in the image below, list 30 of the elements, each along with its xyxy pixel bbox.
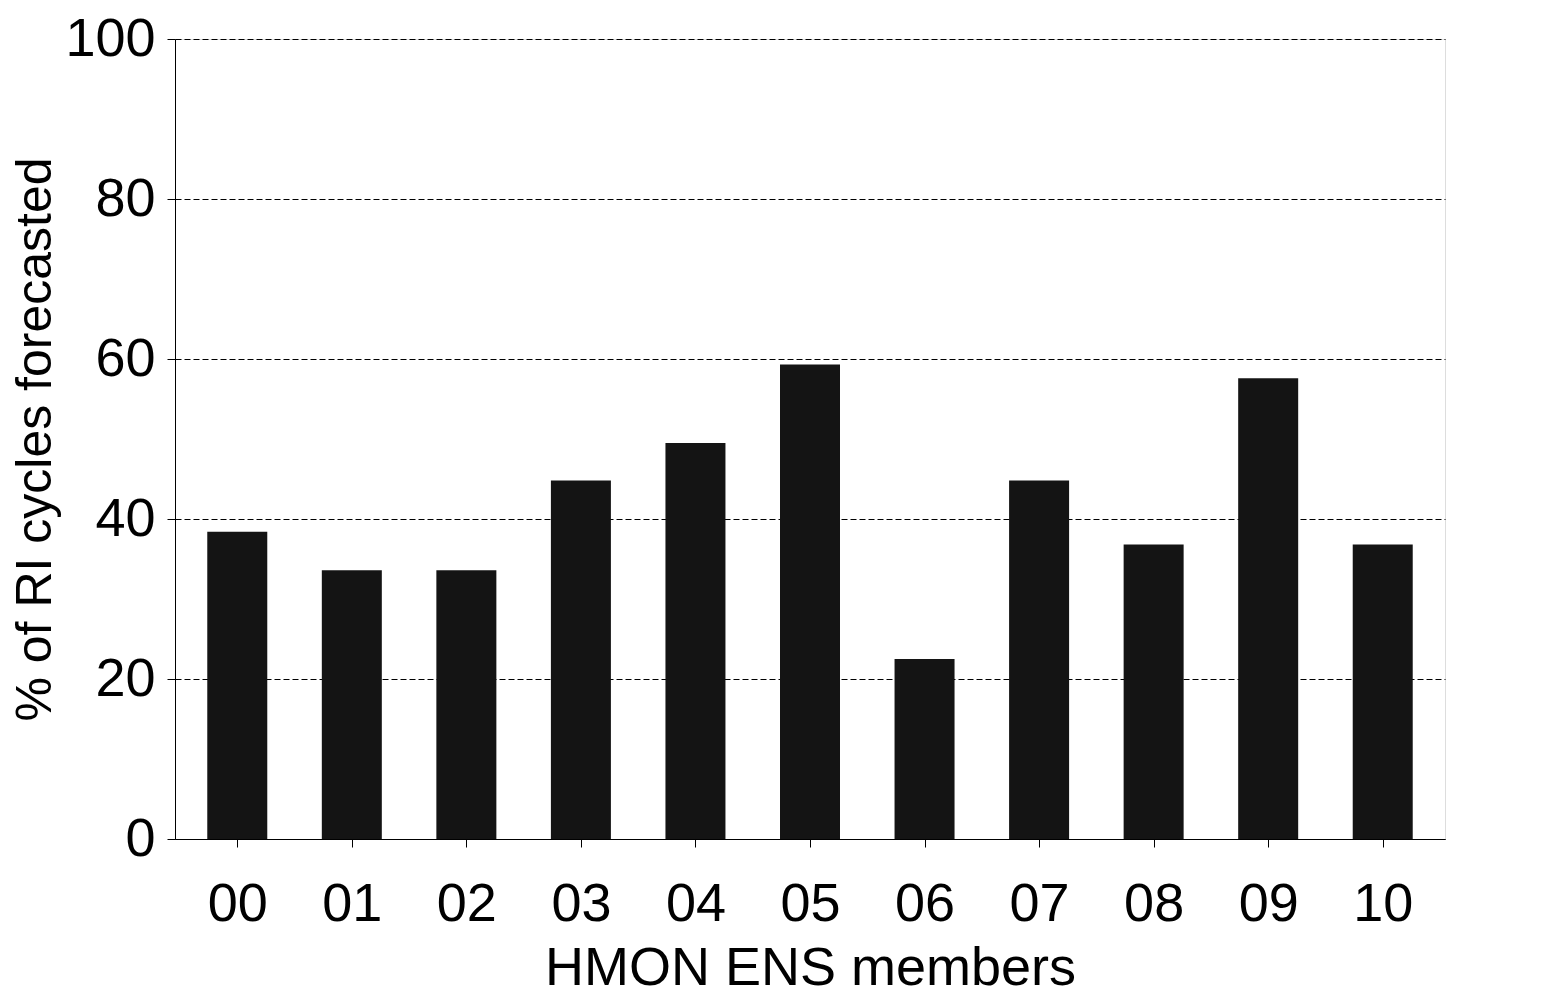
bar	[1238, 378, 1299, 839]
x-tick-label: 07	[1009, 871, 1070, 932]
x-tick-label: 01	[322, 871, 383, 932]
bar	[207, 531, 268, 839]
bar	[1009, 480, 1070, 839]
x-tick-label: 02	[436, 871, 497, 932]
bar	[894, 659, 955, 839]
bar	[321, 570, 382, 839]
y-tick-label: 80	[95, 166, 156, 227]
y-axis-title: % of RI cycles forecasted	[6, 157, 63, 722]
bar	[665, 443, 726, 839]
bar	[1352, 544, 1413, 839]
bar	[550, 480, 611, 839]
y-tick-label: 100	[65, 6, 156, 67]
x-tick-label: 08	[1124, 871, 1185, 932]
y-tick-label: 40	[95, 486, 156, 547]
bar	[1123, 544, 1184, 839]
bar	[780, 364, 840, 839]
y-tick-label: 20	[95, 646, 156, 707]
x-tick-label: 03	[551, 871, 612, 932]
x-tick-label: 04	[665, 871, 726, 932]
x-tick-label: 00	[207, 871, 268, 932]
bar	[436, 570, 497, 839]
x-tick-label: 09	[1238, 871, 1299, 932]
x-tick-label: 05	[780, 871, 841, 932]
y-tick-label: 60	[95, 326, 156, 387]
x-tick-label: 06	[895, 871, 956, 932]
x-tick-label: 10	[1353, 871, 1414, 932]
x-axis-title: HMON ENS members	[544, 935, 1077, 996]
y-tick-label: 0	[125, 806, 156, 867]
